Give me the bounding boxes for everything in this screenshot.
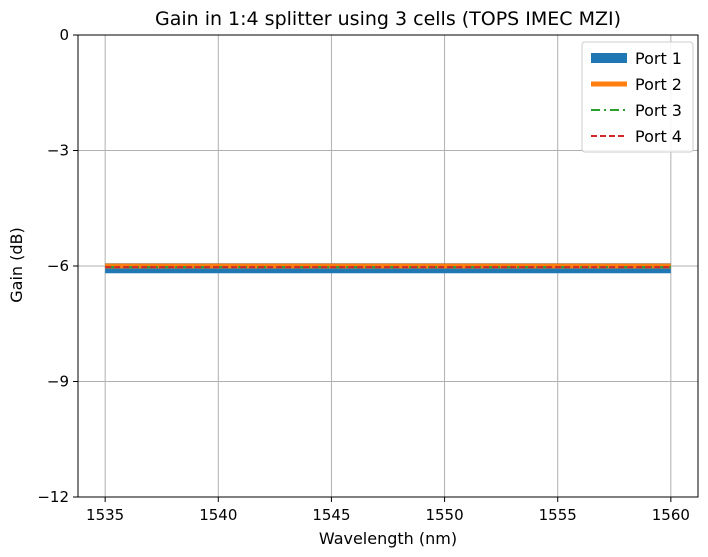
y-axis-ticks: 0 −3 −6 −9 −12	[37, 26, 78, 506]
y-axis-label: Gain (dB)	[7, 227, 26, 303]
x-tick-label: 1555	[539, 506, 577, 524]
y-tick-label: −12	[37, 488, 69, 506]
y-tick-label: −3	[47, 142, 69, 160]
x-tick-label: 1550	[425, 506, 463, 524]
chart-title: Gain in 1:4 splitter using 3 cells (TOPS…	[155, 8, 621, 30]
x-axis-label: Wavelength (nm)	[319, 529, 457, 548]
x-tick-label: 1535	[86, 506, 124, 524]
legend-box	[581, 41, 694, 153]
legend-label: Port 1	[635, 49, 682, 68]
x-tick-label: 1545	[312, 506, 350, 524]
legend-label: Port 3	[635, 101, 682, 120]
series-lines	[105, 263, 671, 274]
y-tick-label: 0	[59, 26, 69, 44]
legend-label: Port 2	[635, 75, 682, 94]
y-tick-label: −9	[47, 373, 69, 391]
legend: Port 1 Port 2 Port 3 Port 4	[581, 41, 694, 153]
x-tick-label: 1560	[652, 506, 690, 524]
legend-label: Port 4	[635, 127, 682, 146]
x-axis-ticks: 1535 1540 1545 1550 1555 1560	[86, 497, 690, 524]
x-tick-label: 1540	[199, 506, 237, 524]
y-tick-label: −6	[47, 257, 69, 275]
